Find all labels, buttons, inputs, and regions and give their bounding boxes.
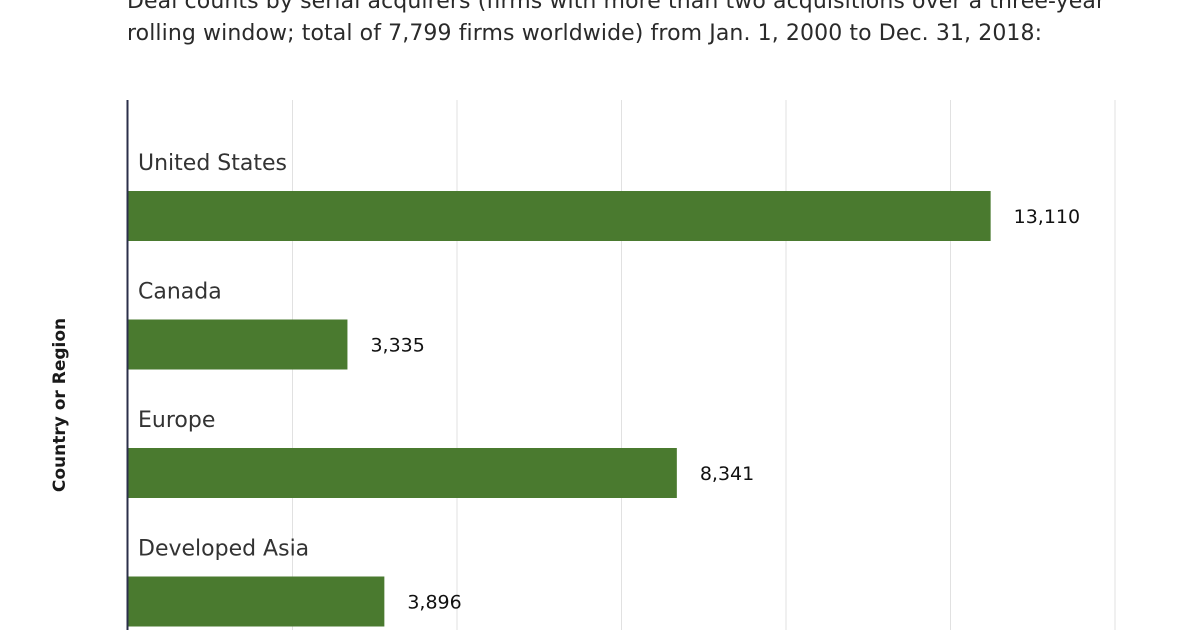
chart-subtitle-line-1: Deal counts by serial acquirers (firms w… xyxy=(127,0,1106,14)
bar-canada xyxy=(128,319,348,370)
value-labels: 13,110 3,335 8,341 3,896 xyxy=(370,206,1080,614)
chart-subtitle-line-2: rolling window; total of 7,799 firms wor… xyxy=(127,21,1043,46)
value-label-united-states: 13,110 xyxy=(1014,206,1080,228)
bar-europe xyxy=(128,448,677,498)
bar-developed-asia xyxy=(128,576,385,627)
category-label-europe: Europe xyxy=(138,408,215,433)
category-label-canada: Canada xyxy=(138,280,222,305)
category-label-developed-asia: Developed Asia xyxy=(138,537,309,562)
category-labels: United States Canada Europe Developed Asia xyxy=(138,151,309,562)
value-label-europe: 8,341 xyxy=(700,463,754,485)
value-label-developed-asia: 3,896 xyxy=(407,592,461,614)
category-label-united-states: United States xyxy=(138,151,287,176)
bars xyxy=(128,191,991,627)
gridlines xyxy=(292,100,1116,630)
chart-subtitle: Deal counts by serial acquirers (firms w… xyxy=(127,0,1177,50)
bar-united-states xyxy=(128,191,991,241)
value-label-canada: 3,335 xyxy=(370,335,424,357)
